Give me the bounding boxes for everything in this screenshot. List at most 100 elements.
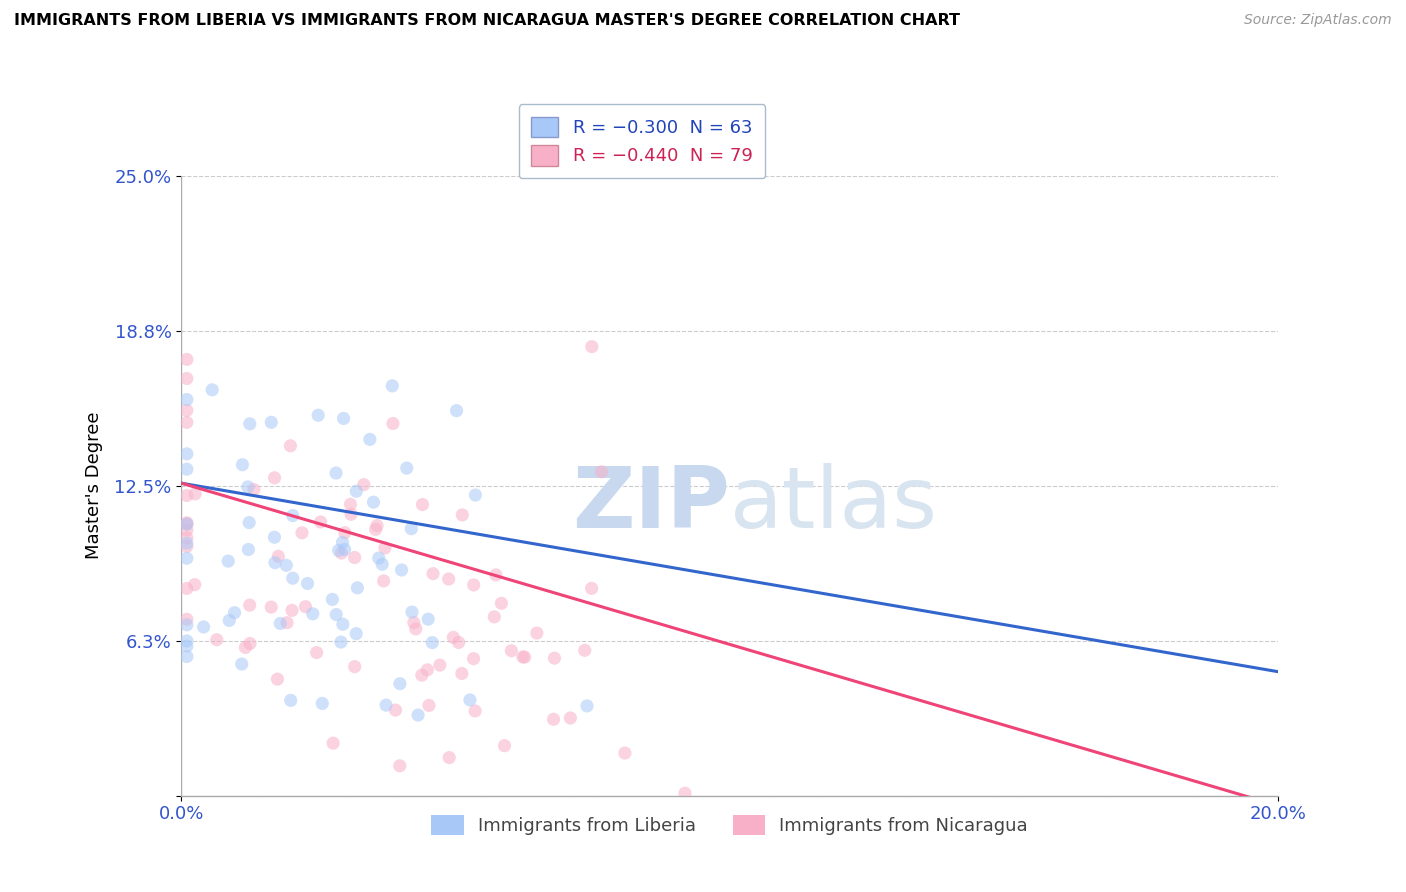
- Point: [367, 551, 389, 566]
- Point: [422, 566, 444, 581]
- Point: [446, 403, 468, 417]
- Point: [176, 617, 198, 632]
- Point: [176, 551, 198, 566]
- Point: [330, 546, 353, 560]
- Point: [176, 416, 198, 430]
- Point: [366, 518, 388, 533]
- Point: [391, 563, 413, 577]
- Point: [411, 668, 433, 682]
- Point: [437, 572, 460, 586]
- Point: [512, 649, 534, 664]
- Point: [343, 550, 366, 565]
- Point: [328, 543, 350, 558]
- Point: [217, 554, 239, 568]
- Point: [260, 600, 283, 615]
- Point: [267, 549, 290, 564]
- Point: [176, 634, 198, 648]
- Point: [560, 711, 582, 725]
- Point: [371, 558, 394, 572]
- Point: [239, 636, 262, 650]
- Point: [381, 379, 404, 393]
- Point: [243, 483, 266, 497]
- Point: [307, 409, 329, 423]
- Point: [384, 703, 406, 717]
- Point: [176, 612, 198, 626]
- Point: [581, 582, 603, 596]
- Point: [281, 508, 304, 523]
- Point: [406, 708, 429, 723]
- Point: [526, 626, 548, 640]
- Point: [332, 411, 354, 425]
- Point: [416, 663, 439, 677]
- Point: [176, 516, 198, 531]
- Point: [375, 698, 398, 713]
- Point: [464, 488, 486, 502]
- Point: [176, 639, 198, 653]
- Point: [224, 606, 246, 620]
- Point: [184, 577, 207, 591]
- Point: [176, 462, 198, 476]
- Point: [420, 635, 443, 649]
- Point: [418, 698, 440, 713]
- Point: [513, 650, 536, 665]
- Point: [373, 574, 395, 588]
- Point: [451, 508, 474, 522]
- Point: [176, 523, 198, 537]
- Point: [405, 622, 427, 636]
- Point: [395, 461, 418, 475]
- Point: [260, 415, 283, 429]
- Point: [673, 786, 696, 800]
- Y-axis label: Master's Degree: Master's Degree: [86, 412, 103, 559]
- Point: [305, 646, 328, 660]
- Point: [576, 698, 599, 713]
- Point: [325, 466, 347, 480]
- Point: [276, 615, 298, 630]
- Point: [543, 651, 565, 665]
- Point: [269, 616, 291, 631]
- Text: ZIP: ZIP: [572, 463, 730, 546]
- Point: [176, 536, 198, 550]
- Point: [339, 497, 361, 511]
- Point: [238, 542, 260, 557]
- Point: [401, 605, 423, 619]
- Point: [501, 643, 523, 657]
- Point: [231, 657, 253, 671]
- Point: [235, 640, 257, 655]
- Point: [238, 516, 260, 530]
- Point: [613, 746, 636, 760]
- Point: [343, 659, 366, 673]
- Point: [297, 576, 319, 591]
- Point: [201, 383, 224, 397]
- Point: [176, 403, 198, 417]
- Point: [184, 487, 207, 501]
- Point: [176, 517, 198, 532]
- Point: [332, 535, 354, 549]
- Point: [205, 632, 228, 647]
- Point: [402, 615, 425, 630]
- Point: [239, 598, 262, 612]
- Point: [333, 542, 356, 557]
- Point: [281, 571, 304, 585]
- Point: [418, 612, 440, 626]
- Point: [321, 592, 343, 607]
- Point: [388, 676, 411, 690]
- Point: [176, 582, 198, 596]
- Point: [401, 522, 423, 536]
- Point: [364, 522, 387, 536]
- Point: [176, 392, 198, 407]
- Point: [311, 697, 333, 711]
- Point: [322, 736, 344, 750]
- Point: [381, 417, 404, 431]
- Point: [359, 433, 381, 447]
- Point: [344, 626, 367, 640]
- Point: [231, 458, 253, 472]
- Point: [176, 649, 198, 664]
- Point: [176, 540, 198, 554]
- Point: [176, 371, 198, 385]
- Text: atlas: atlas: [730, 463, 938, 546]
- Point: [176, 531, 198, 545]
- Point: [193, 620, 215, 634]
- Point: [333, 525, 356, 540]
- Point: [291, 525, 314, 540]
- Point: [363, 495, 385, 509]
